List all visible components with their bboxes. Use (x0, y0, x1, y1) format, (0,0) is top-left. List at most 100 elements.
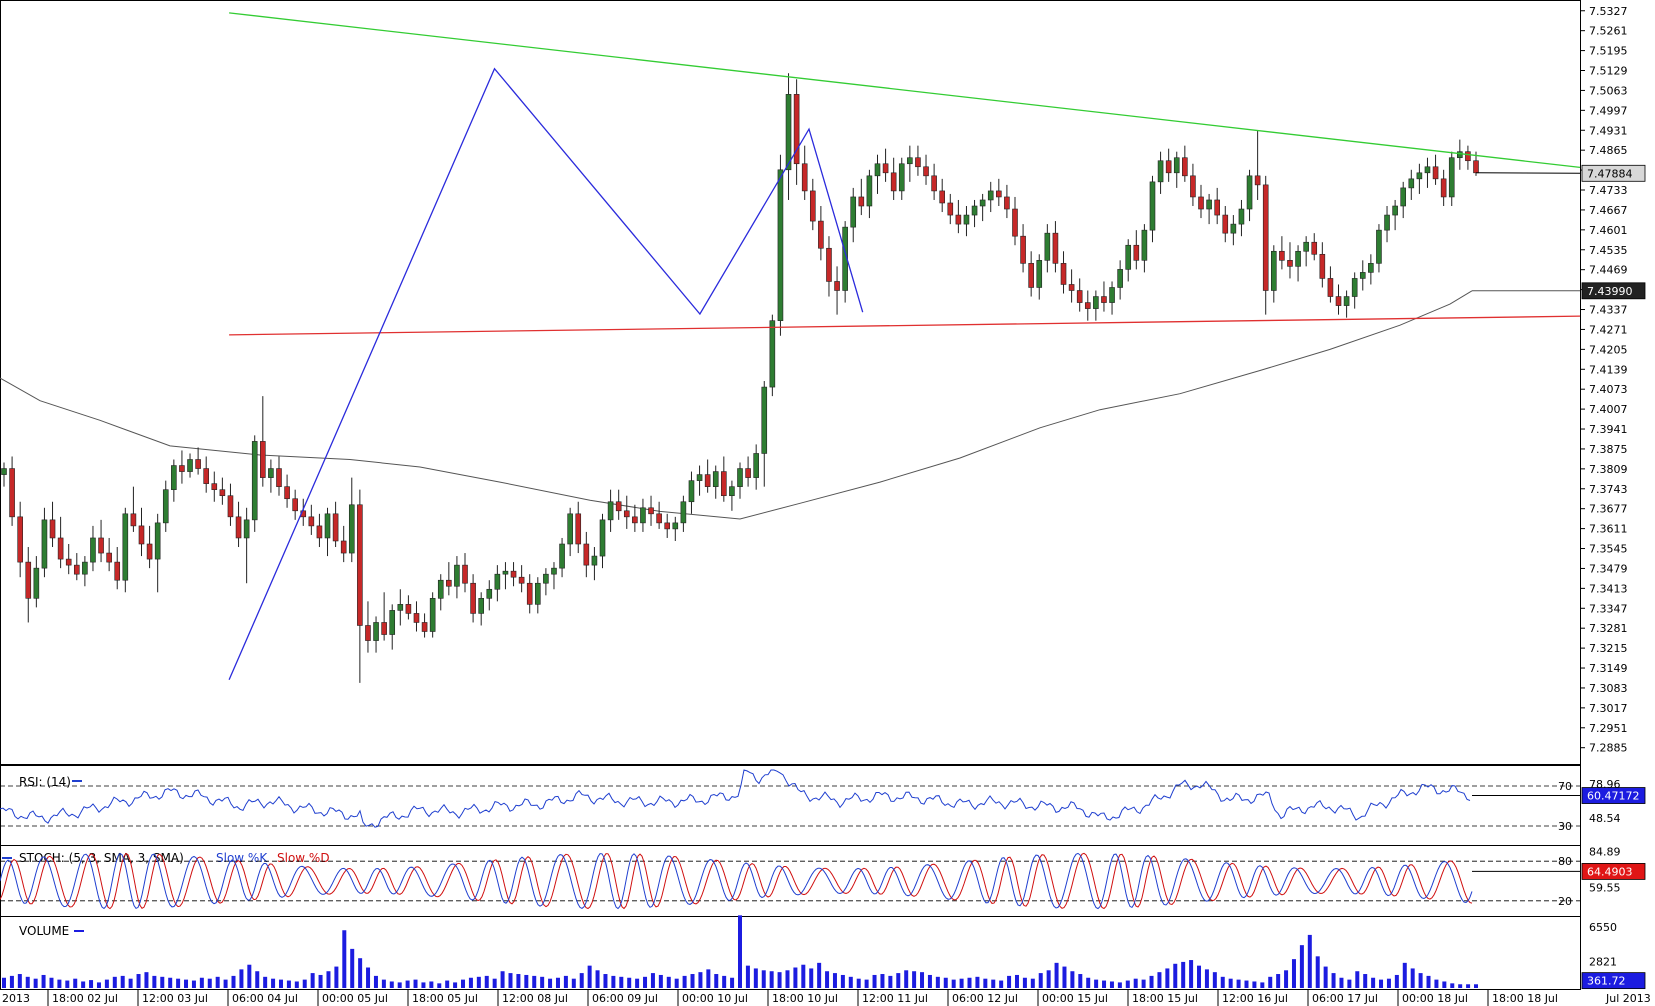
time-axis-label: Jul 2013 (1605, 992, 1651, 1005)
volume-bar (1022, 977, 1027, 988)
volume-bar (951, 979, 956, 988)
candle-body (413, 613, 420, 623)
volume-bar (373, 975, 378, 988)
volume-bar (9, 975, 14, 988)
moving-average-line (0, 290, 1473, 520)
volume-bar (73, 978, 78, 988)
candle-body (146, 543, 153, 560)
candle-body (1206, 199, 1212, 210)
candle-body (955, 214, 962, 225)
volume-label: VOLUME (19, 924, 69, 938)
candle-body (818, 220, 824, 249)
volume-bar (358, 958, 363, 988)
volume-bar (160, 976, 165, 988)
candle-body (187, 459, 193, 472)
time-axis-label: 12:00 11 Jul (862, 992, 928, 1005)
price-tick-label: 7.5195 (1589, 45, 1628, 58)
volume-bar (524, 974, 529, 988)
price-tick-label: 7.4667 (1589, 204, 1628, 217)
candle-body (33, 567, 40, 599)
candle-body (1465, 151, 1471, 162)
volume-bar (563, 975, 568, 988)
candle-body (915, 157, 921, 168)
volume-bar (1347, 979, 1352, 988)
candle-body (1392, 205, 1398, 216)
volume-bar (152, 975, 157, 988)
candle-body (73, 564, 80, 575)
volume-bar (476, 976, 481, 988)
candle-body (939, 190, 945, 204)
candle-body (25, 561, 32, 599)
volume-bar (1189, 960, 1194, 988)
time-axis-label: 00:00 18 Jul (1402, 992, 1468, 1005)
candle-body (1311, 241, 1318, 255)
candle-body (599, 519, 606, 557)
volume-bar (1078, 974, 1083, 988)
candle-body (462, 564, 468, 584)
price-tick-label: 7.3347 (1589, 602, 1628, 615)
volume-bar (825, 971, 830, 988)
volume-bar (991, 979, 996, 988)
candle-body (397, 604, 404, 611)
candle-body (276, 468, 282, 487)
candle-body (405, 604, 412, 614)
volume-bar (1204, 969, 1209, 988)
volume-bar (89, 980, 94, 988)
volume-bar (65, 980, 70, 988)
rsi-axis-label: 48.54 (1589, 812, 1621, 825)
candle-body (470, 582, 476, 614)
volume-bar (1402, 962, 1407, 988)
volume-bar (1410, 968, 1415, 988)
candle-body (446, 579, 452, 587)
volume-bar (1117, 982, 1122, 988)
volume-bar (1228, 978, 1233, 988)
price-tick-label: 7.3743 (1589, 483, 1628, 496)
candle-body (1076, 290, 1083, 303)
price-tick-label: 7.4139 (1589, 363, 1628, 376)
candle-body (348, 504, 355, 554)
rsi-value-box (1581, 787, 1646, 804)
candle-body (357, 504, 363, 626)
candle-body (171, 465, 177, 490)
volume-bar (840, 974, 845, 988)
stoch-legend-k: Slow %K (216, 851, 268, 865)
volume-bar (516, 974, 521, 988)
candle-body (268, 468, 274, 478)
volume-bar (112, 976, 117, 988)
candle-body (801, 163, 808, 192)
candle-body (1279, 250, 1285, 261)
candle-body (227, 495, 234, 518)
candle-body (1230, 223, 1237, 234)
volume-bar (1371, 977, 1376, 988)
volume-bar (587, 965, 592, 988)
volume-value-box (1581, 972, 1646, 990)
stoch-axis-label: 84.89 (1589, 845, 1621, 858)
volume-pane-frame (0, 916, 1581, 990)
candle-body (656, 513, 662, 524)
volume-bar (350, 948, 355, 988)
candle-body (454, 564, 460, 587)
candle-body (1, 468, 7, 475)
candle-body (1359, 272, 1366, 279)
volume-bar (484, 975, 489, 988)
candle-body (1068, 284, 1075, 291)
candle-body (1448, 157, 1455, 198)
volume-bar (658, 974, 663, 988)
volume-bar (753, 968, 758, 988)
volume-bar (738, 915, 742, 988)
candle-body (1457, 151, 1463, 159)
volume-bar (421, 982, 426, 988)
volume-bar (199, 977, 204, 988)
candle-body (1173, 157, 1180, 174)
volume-bar (1133, 978, 1138, 988)
volume-bar (1109, 981, 1114, 988)
volume-bar (144, 972, 149, 988)
volume-bar (1355, 971, 1360, 988)
candle-body (179, 465, 185, 472)
candle-body (1368, 263, 1374, 273)
volume-bar (263, 976, 268, 988)
candle-body (292, 498, 298, 512)
stoch-axis-label: 59.55 (1589, 882, 1621, 895)
candle-body (712, 471, 719, 487)
